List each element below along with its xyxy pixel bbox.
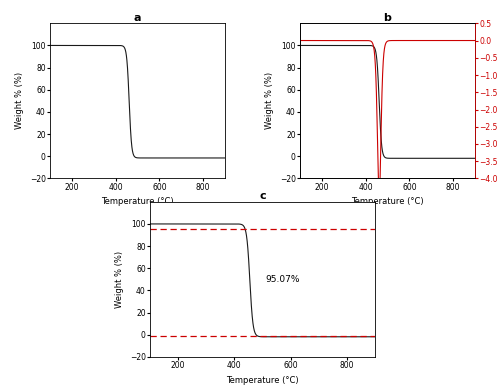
Y-axis label: Weight % (%): Weight % (%)	[116, 251, 124, 308]
Y-axis label: Weight % (%): Weight % (%)	[266, 72, 274, 130]
X-axis label: Temperature (°C): Temperature (°C)	[101, 197, 174, 206]
Title: a: a	[134, 12, 141, 23]
X-axis label: Temperature (°C): Temperature (°C)	[226, 376, 299, 385]
Text: 95.07%: 95.07%	[266, 275, 300, 284]
Title: b: b	[384, 12, 392, 23]
X-axis label: Temperature (°C): Temperature (°C)	[351, 197, 424, 206]
Title: c: c	[259, 191, 266, 201]
Y-axis label: Weight % (%): Weight % (%)	[16, 72, 24, 130]
